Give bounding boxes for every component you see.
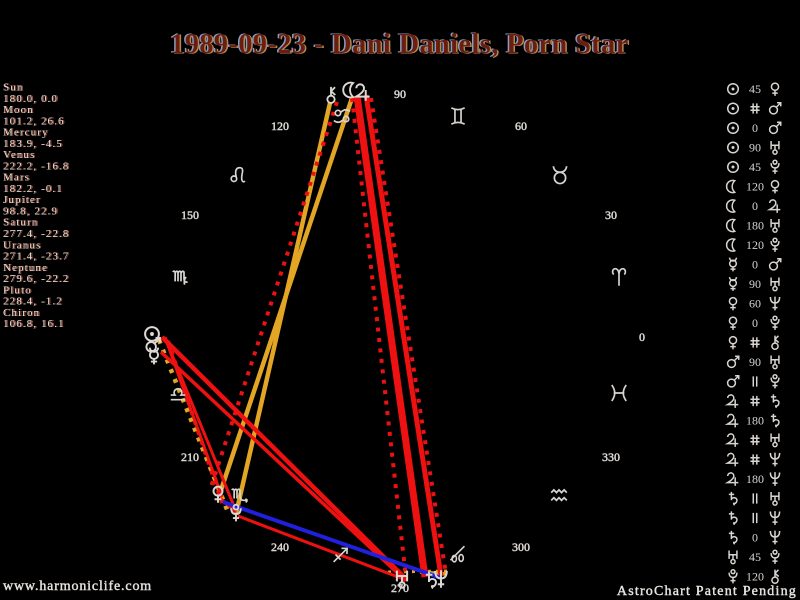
svg-text:Chiron: Chiron — [3, 307, 40, 319]
svg-text:60: 60 — [749, 297, 761, 311]
svg-text:222.2, -16.8: 222.2, -16.8 — [3, 160, 69, 172]
svg-text:Jupiter: Jupiter — [3, 194, 41, 206]
svg-text:210: 210 — [181, 450, 199, 464]
svg-text:106.8, 16.1: 106.8, 16.1 — [4, 318, 66, 330]
svg-text:222.2, -16.8: 222.2, -16.8 — [4, 160, 70, 172]
svg-text:0: 0 — [752, 316, 758, 330]
svg-text:120: 120 — [746, 180, 764, 194]
svg-text:90: 90 — [394, 87, 406, 101]
svg-text:277.4, -22.8: 277.4, -22.8 — [3, 228, 69, 240]
svg-text:120: 120 — [271, 119, 289, 133]
svg-text:1989-09-23 - Dani Daniels, Por: 1989-09-23 - Dani Daniels, Porn Star — [169, 29, 627, 60]
svg-text:101.2, 26.6: 101.2, 26.6 — [3, 115, 65, 127]
svg-text:45: 45 — [749, 160, 761, 174]
svg-text:Venus: Venus — [3, 149, 35, 161]
svg-text:Neptune: Neptune — [4, 262, 49, 274]
svg-text:0: 0 — [752, 121, 758, 135]
svg-text:AstroChart Patent Pending: AstroChart Patent Pending — [617, 584, 797, 599]
svg-text:0: 0 — [752, 258, 758, 272]
svg-text:Jupiter: Jupiter — [4, 194, 42, 206]
svg-text:180: 180 — [746, 472, 764, 486]
svg-text:300: 300 — [512, 540, 530, 554]
svg-text:Moon: Moon — [4, 104, 35, 116]
svg-text:60: 60 — [515, 119, 527, 133]
svg-text:Sun: Sun — [4, 82, 24, 94]
svg-text:Mercury: Mercury — [3, 127, 49, 139]
svg-text:0: 0 — [752, 199, 758, 213]
svg-text:101.2, 26.6: 101.2, 26.6 — [4, 115, 66, 127]
svg-text:183.9, -4.5: 183.9, -4.5 — [4, 138, 64, 150]
svg-text:Venus: Venus — [4, 149, 36, 161]
svg-text:Chiron: Chiron — [4, 307, 41, 319]
svg-text:1989-09-23 - Dani Daniels, Por: 1989-09-23 - Dani Daniels, Porn Star — [170, 29, 628, 60]
svg-text:90: 90 — [749, 277, 761, 291]
svg-text:228.4, -1.2: 228.4, -1.2 — [4, 296, 64, 308]
svg-text:182.2, -0.1: 182.2, -0.1 — [4, 183, 64, 195]
svg-text:Mars: Mars — [4, 172, 31, 184]
svg-text:Mars: Mars — [3, 172, 30, 184]
svg-text:279.6, -22.2: 279.6, -22.2 — [4, 273, 70, 285]
svg-text:180.0, 0.0: 180.0, 0.0 — [3, 93, 58, 105]
svg-text:45: 45 — [749, 550, 761, 564]
svg-text:279.6, -22.2: 279.6, -22.2 — [3, 273, 69, 285]
svg-text:Saturn: Saturn — [3, 217, 38, 229]
svg-text:Uranus: Uranus — [4, 239, 42, 251]
svg-text:183.9, -4.5: 183.9, -4.5 — [3, 138, 63, 150]
svg-text:271.4, -23.7: 271.4, -23.7 — [4, 251, 70, 263]
svg-text:182.2, -0.1: 182.2, -0.1 — [3, 183, 63, 195]
svg-text:98.8, 22.9: 98.8, 22.9 — [4, 206, 59, 218]
svg-text:228.4, -1.2: 228.4, -1.2 — [3, 296, 63, 308]
svg-text:0: 0 — [752, 531, 758, 545]
svg-text:98.8, 22.9: 98.8, 22.9 — [3, 206, 58, 218]
svg-text:30: 30 — [605, 208, 617, 222]
svg-text:330: 330 — [602, 450, 620, 464]
svg-text:90: 90 — [749, 141, 761, 155]
svg-text:180.0, 0.0: 180.0, 0.0 — [4, 93, 59, 105]
svg-text:240: 240 — [271, 540, 289, 554]
svg-text:277.4, -22.8: 277.4, -22.8 — [4, 228, 70, 240]
svg-text:120: 120 — [746, 238, 764, 252]
svg-text:120: 120 — [746, 570, 764, 584]
svg-text:www.harmoniclife.com: www.harmoniclife.com — [3, 579, 152, 594]
svg-text:Pluto: Pluto — [4, 284, 33, 296]
svg-text:Pluto: Pluto — [3, 284, 32, 296]
svg-text:271.4, -23.7: 271.4, -23.7 — [3, 251, 69, 263]
svg-text:45: 45 — [749, 82, 761, 96]
svg-text:90: 90 — [749, 355, 761, 369]
svg-text:150: 150 — [181, 208, 199, 222]
svg-text:Moon: Moon — [3, 104, 34, 116]
svg-text:Sun: Sun — [3, 82, 23, 94]
svg-text:Uranus: Uranus — [3, 239, 41, 251]
svg-text:180: 180 — [746, 219, 764, 233]
svg-text:Neptune: Neptune — [3, 262, 48, 274]
svg-text:Saturn: Saturn — [4, 217, 39, 229]
svg-text:180: 180 — [746, 414, 764, 428]
svg-text:Mercury: Mercury — [4, 127, 50, 139]
svg-text:1989-09-23 - Dani Daniels, Por: 1989-09-23 - Dani Daniels, Porn Star — [172, 30, 630, 61]
svg-text:106.8, 16.1: 106.8, 16.1 — [3, 318, 65, 330]
svg-text:0: 0 — [639, 330, 645, 344]
